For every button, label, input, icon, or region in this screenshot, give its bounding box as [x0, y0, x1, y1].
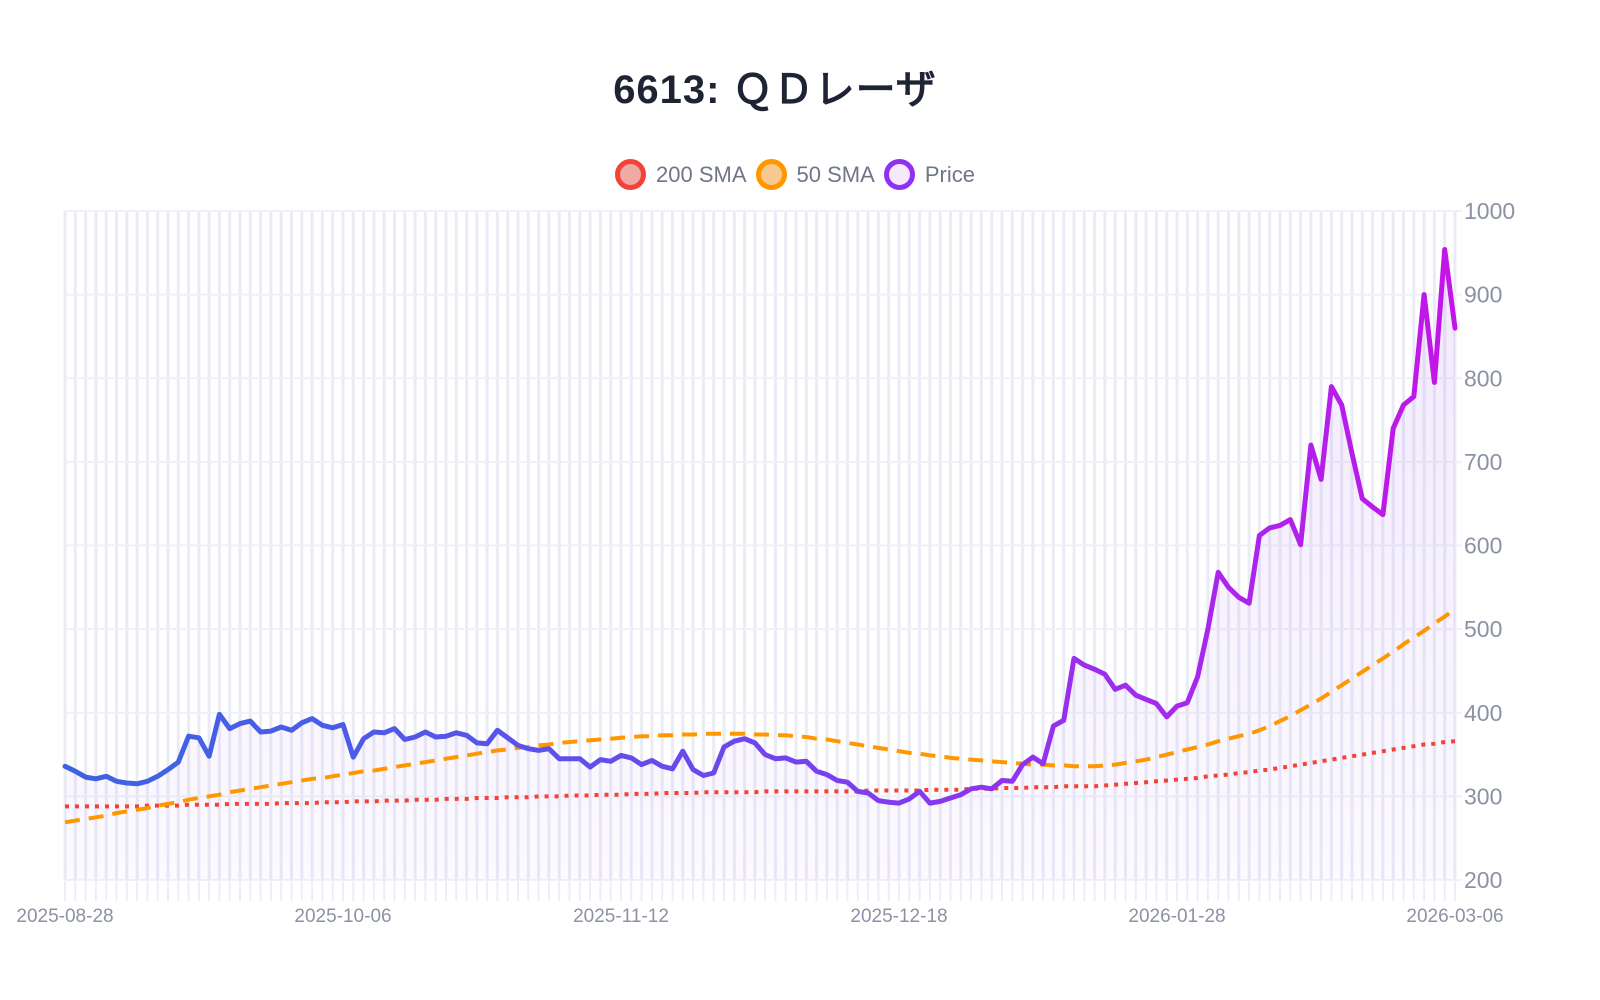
y-axis-labels: 200 300 400 500 600 700 800 900 1000 [1464, 198, 1515, 893]
y-axis-label: 200 [1464, 867, 1502, 893]
legend-label: 200 SMA [656, 161, 747, 187]
y-axis-label: 500 [1464, 616, 1502, 642]
x-axis-label: 2025-12-18 [850, 906, 947, 927]
legend-marker-icon [615, 159, 647, 190]
legend-item-50-sma: 50 SMA [755, 159, 875, 190]
y-axis-label: 300 [1464, 783, 1502, 809]
chart-legend: 200 SMA 50 SMA Price [10, 159, 1580, 190]
y-axis-label: 1000 [1464, 198, 1515, 224]
legend-marker-icon [755, 159, 787, 190]
price-line [62, 247, 1458, 806]
legend-item-price: Price [883, 159, 975, 190]
x-axis-label: 2026-03-06 [1406, 906, 1503, 927]
y-axis-label: 700 [1464, 449, 1502, 475]
y-axis-label: 600 [1464, 533, 1502, 559]
x-axis-tick-marks [64, 881, 1456, 901]
legend-item-200-sma: 200 SMA [615, 159, 747, 190]
legend-label: 50 SMA [796, 161, 875, 187]
x-axis-label: 2025-10-06 [294, 906, 391, 927]
y-axis-label: 400 [1464, 700, 1502, 726]
x-axis-label: 2026-01-28 [1128, 906, 1225, 927]
chart-title: 6613: ＱＤレーザ [613, 68, 937, 112]
y-axis-label: 900 [1464, 282, 1502, 308]
price-area-fill [65, 249, 1455, 880]
x-axis-labels: 2025-08-28 2025-10-06 2025-11-12 2025-12-18… [16, 906, 1503, 927]
x-axis-label: 2025-11-12 [573, 906, 669, 927]
y-axis-label: 800 [1464, 365, 1502, 391]
legend-marker-icon [883, 159, 915, 190]
sma50-line [64, 607, 1457, 825]
x-axis-label: 2025-08-28 [16, 906, 113, 927]
sma200-line [65, 739, 1456, 809]
legend-label: Price [924, 161, 975, 187]
